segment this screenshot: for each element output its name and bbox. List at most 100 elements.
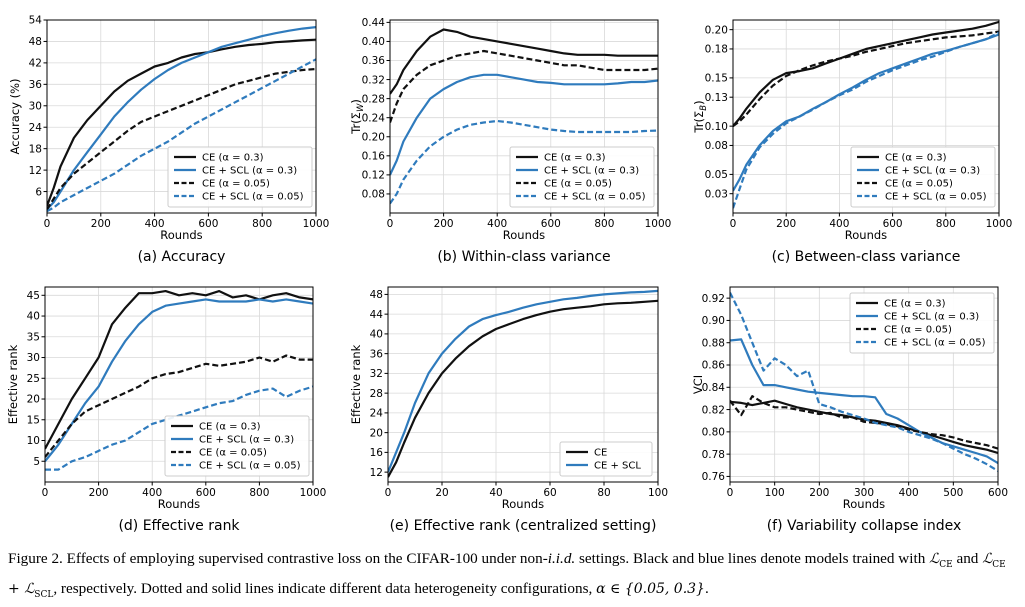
legend-label: CE (α = 0.3) — [884, 299, 946, 310]
figure-panels: 0 200 400 600 800 100061218243036424854Rounds… — [6, 15, 1013, 534]
y-tick-label: 48 — [29, 36, 42, 48]
legend-label: CE (α = 0.05) — [884, 325, 952, 336]
series-line-1 — [390, 28, 658, 95]
x-tick-label: 80 — [597, 487, 610, 499]
y-tick-label: 0.05 — [705, 169, 728, 181]
y-tick-label: 54 — [29, 15, 43, 27]
legend-label: CE + SCL — [594, 461, 641, 472]
y-axis-label: Accuracy (%) — [8, 78, 22, 154]
caption-end: . — [704, 579, 709, 597]
x-tick-label: 800 — [249, 487, 269, 499]
y-tick-label: 0.18 — [705, 44, 728, 56]
y-tick-label: 0.20 — [362, 131, 385, 143]
y-tick-label: 0.28 — [362, 93, 385, 105]
x-axis-label: Rounds — [158, 497, 200, 511]
x-tick-label: 200 — [776, 218, 796, 230]
legend-box — [849, 292, 995, 354]
legend-label: CE (α = 0.05) — [202, 179, 270, 190]
y-tick-label: 15 — [27, 414, 40, 426]
y-tick-label: 0.90 — [702, 315, 725, 327]
y-tick-label: 0.08 — [362, 189, 385, 201]
y-tick-label: 0.15 — [705, 73, 728, 85]
y-tick-label: 0.12 — [362, 170, 385, 182]
x-tick-label: 200 — [809, 487, 829, 499]
series-line-2 — [733, 33, 999, 192]
series-line-4 — [730, 292, 998, 472]
legend-label: CE (α = 0.3) — [544, 153, 606, 164]
y-tick-label: 0.86 — [702, 360, 726, 372]
y-tick-label: 10 — [27, 435, 40, 447]
x-tick-label: 100 — [765, 487, 785, 499]
legend-label: CE + SCL (α = 0.05) — [884, 338, 986, 349]
legend-label: CE + SCL (α = 0.05) — [199, 461, 301, 472]
x-tick-label: 20 — [435, 487, 448, 499]
legend-box — [509, 146, 655, 208]
y-tick-label: 12 — [370, 467, 383, 479]
figure-caption: Figure 2. Effects of employing supervise… — [8, 547, 1020, 607]
legend-box — [167, 146, 313, 208]
y-tick-label: 0.10 — [705, 121, 728, 133]
y-tick-label: 30 — [29, 100, 42, 112]
y-tick-label: 20 — [370, 427, 383, 439]
series-line-1 — [388, 299, 658, 478]
x-tick-label: 600 — [196, 487, 216, 499]
panel-subtitle: (d) Effective rank — [118, 518, 240, 534]
x-axis-label: Rounds — [160, 228, 202, 242]
x-tick-label: 400 — [142, 487, 162, 499]
legend: CE CE + SCL — [559, 441, 653, 477]
legend: CE (α = 0.3) CE + SCL (α = 0.3) CE (α = 0.… — [849, 292, 995, 354]
y-tick-label: 16 — [370, 447, 384, 459]
x-tick-label: 0 — [730, 218, 737, 230]
series-line-3 — [733, 30, 999, 127]
series-line-2 — [730, 338, 998, 465]
y-tick-label: 0.88 — [702, 337, 725, 349]
legend-label: CE — [594, 448, 607, 459]
y-tick-label: 28 — [370, 388, 383, 400]
series-line-2 — [388, 289, 658, 473]
caption-and: and — [952, 550, 983, 567]
chart-c: 0 200 400 600 800 1000 0.03 0.05 0.08 0.10 0.13 0.1… — [692, 19, 1013, 265]
x-tick-label: 1000 — [645, 218, 672, 230]
y-tick-label: 36 — [370, 348, 384, 360]
legend-label: CE + SCL (α = 0.05) — [544, 192, 646, 203]
x-tick-label: 0 — [42, 487, 49, 499]
series-line-4 — [733, 31, 999, 209]
chart-b: 0 200 400 600 800 1000 0.08 0.12 0.16 0.20 0.24 0.2… — [349, 17, 671, 265]
caption-text-3: , respectively. Dotted and solid lines i… — [53, 579, 597, 597]
y-tick-label: 0.08 — [705, 140, 728, 152]
legend-label: CE + SCL (α = 0.05) — [885, 192, 987, 203]
plot-frame — [389, 19, 659, 214]
plot-frame — [387, 286, 659, 483]
y-tick-label: 0.16 — [362, 151, 386, 163]
y-tick-label: 0.84 — [702, 382, 726, 394]
x-tick-label: 800 — [936, 218, 956, 230]
x-tick-label: 0 — [44, 218, 51, 230]
x-tick-label: 1000 — [303, 218, 330, 230]
y-tick-label: 36 — [29, 79, 43, 91]
legend: CE (α = 0.3) CE + SCL (α = 0.3) CE (α = 0.… — [509, 146, 655, 208]
panel-subtitle: (c) Between-class variance — [772, 249, 961, 265]
x-axis-label: Rounds — [502, 497, 544, 511]
x-tick-label: 1000 — [986, 218, 1013, 230]
x-tick-label: 400 — [829, 218, 849, 230]
legend-label: CE (α = 0.3) — [199, 422, 261, 433]
y-tick-label: 0.13 — [705, 92, 728, 104]
series-line-2 — [45, 298, 313, 462]
series-line-3 — [390, 49, 658, 123]
x-tick-label: 200 — [434, 218, 454, 230]
y-tick-label: 0.24 — [362, 112, 386, 124]
series-line-4 — [390, 119, 658, 205]
y-tick-label: 40 — [27, 311, 40, 323]
series-line-2 — [47, 26, 316, 211]
x-tick-label: 400 — [899, 487, 919, 499]
y-tick-label: 32 — [370, 368, 383, 380]
legend: CE (α = 0.3) CE + SCL (α = 0.3) CE (α = 0.… — [167, 146, 313, 208]
y-tick-label: 24 — [370, 408, 384, 420]
chart-e: 0 20 40 60 80 100 12 16 20 24 28 32 36 40 44 48 Rounds Ef… — [349, 286, 668, 534]
series-line-3 — [47, 67, 316, 210]
chart-a: 0 200 400 600 800 1000 6 12 18 24 30 36 42 48 54 Rounds… — [8, 15, 329, 265]
y-tick-label: 0.32 — [362, 74, 385, 86]
x-tick-label: 300 — [854, 487, 874, 499]
y-tick-label: 0.03 — [705, 188, 728, 200]
x-tick-label: 0 — [387, 218, 394, 230]
